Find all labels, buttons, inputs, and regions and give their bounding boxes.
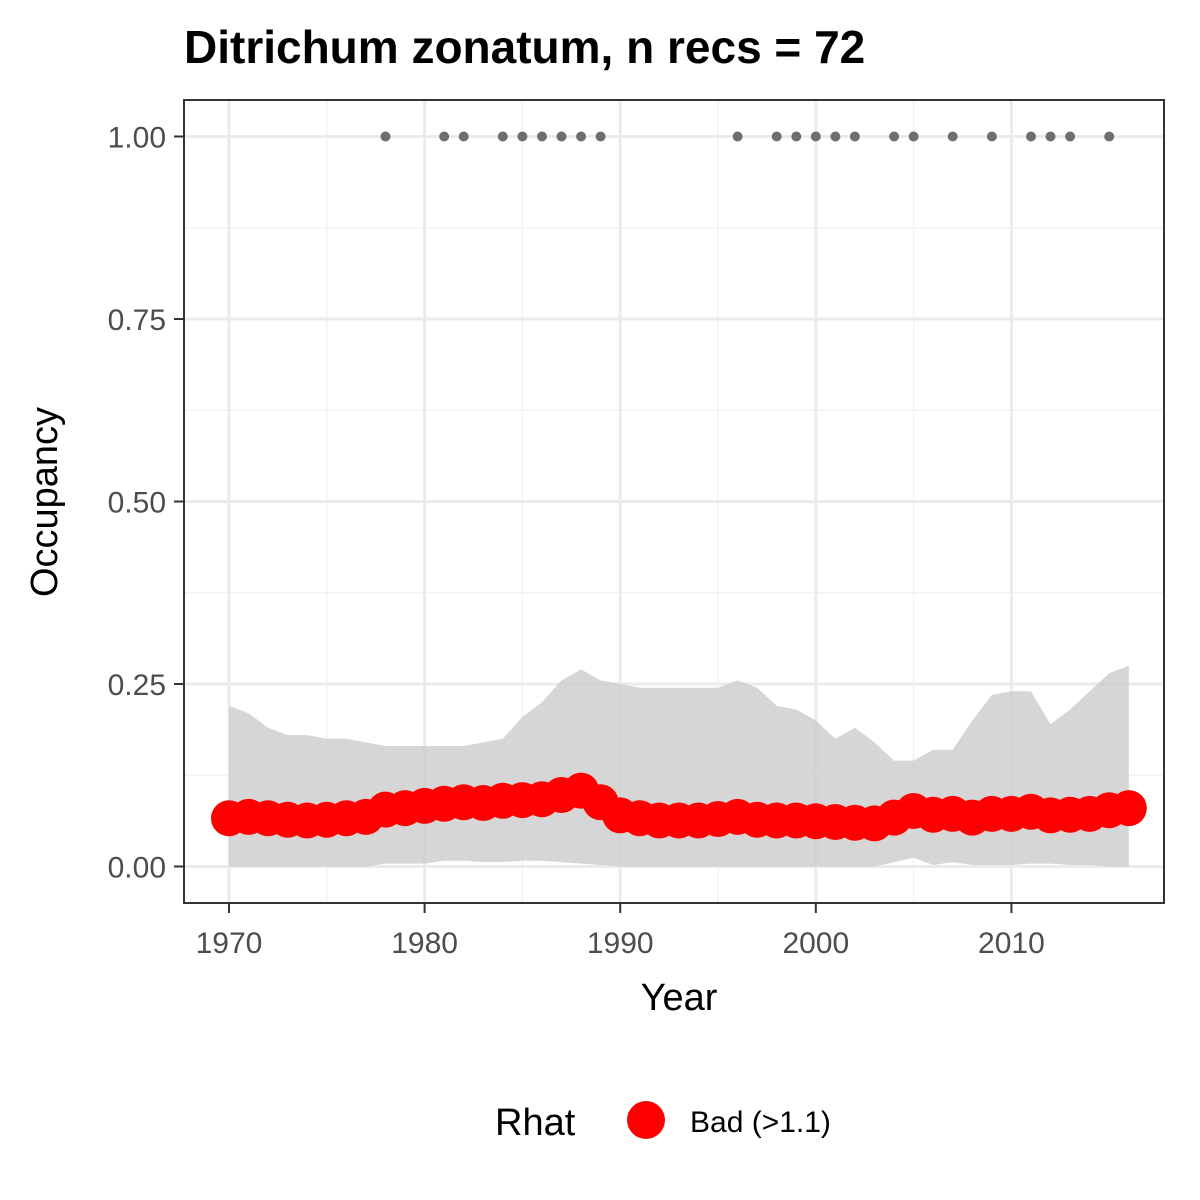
y-tick-label: 1.00 [108,122,166,155]
record-point [908,131,919,142]
record-point [810,131,821,142]
record-point [732,131,743,142]
record-point [380,131,391,142]
mean-occupancy-points [211,772,1147,842]
record-point [537,131,547,142]
record-point [595,131,606,142]
record-point [576,131,587,142]
record-point [889,131,900,142]
legend-key-bad-rhat [627,1101,665,1139]
x-tick-label: 1980 [391,927,458,960]
record-point [830,131,841,142]
y-tick-label: 0.00 [108,852,166,885]
record-point [1026,131,1036,142]
x-axis-title: Year [641,977,718,1019]
record-point [947,131,958,142]
y-axis-title: Occupancy [24,407,66,597]
mean-occupancy-point [1110,790,1147,827]
record-point [849,131,860,142]
y-tick-label: 0.25 [108,669,166,702]
record-points [380,131,1115,142]
y-tick-label: 0.75 [108,304,166,337]
legend-title: Rhat [495,1102,576,1144]
record-point [771,131,782,142]
x-tick-label: 1990 [587,927,654,960]
x-tick-label: 1970 [196,927,263,960]
x-axis: 1970 1980 1990 2000 2010 [196,903,1045,960]
record-point [1065,131,1076,142]
x-tick-label: 2010 [978,927,1045,960]
record-point [439,131,450,142]
chart-title: Ditrichum zonatum, n recs = 72 [184,21,865,73]
x-tick-label: 2000 [782,927,849,960]
record-point [1104,131,1115,142]
record-point [458,131,469,142]
legend: Rhat Bad (>1.1) [495,1101,831,1144]
record-point [791,131,802,142]
record-point [517,131,528,142]
record-point [986,131,997,142]
legend-label-bad-rhat: Bad (>1.1) [690,1106,831,1139]
y-axis: 0.00 0.25 0.50 0.75 1.00 [108,122,184,885]
record-point [556,131,567,142]
record-point [497,131,508,142]
record-point [1045,131,1056,142]
y-tick-label: 0.50 [108,487,166,520]
